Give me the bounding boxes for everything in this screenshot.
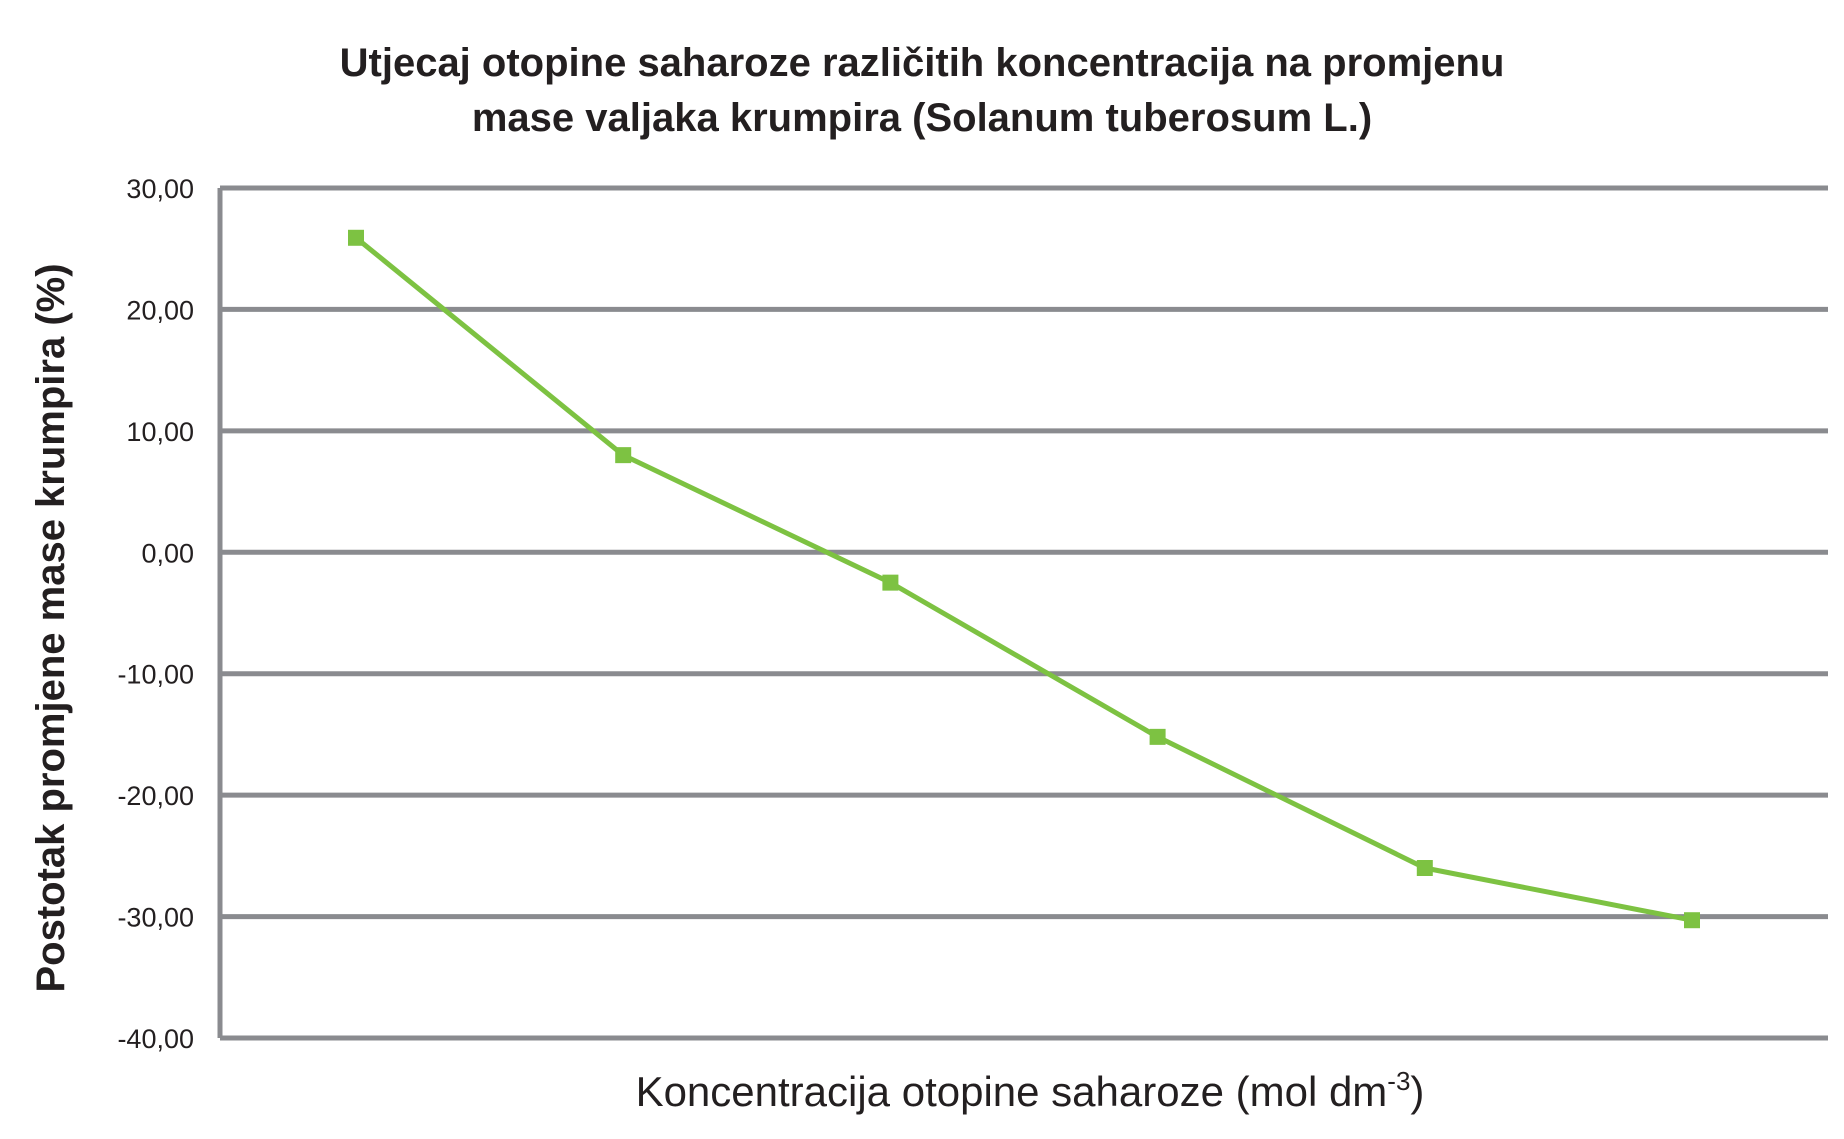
x-axis-title: Koncentracija otopine saharoze (mol dm-3… — [636, 1066, 1425, 1115]
x-axis-title-suffix: ) — [1410, 1068, 1424, 1115]
y-axis-title: Postotak promjene mase krumpira (%) — [29, 263, 73, 992]
data-markers — [348, 229, 1700, 929]
y-tick-label: 0,00 — [141, 538, 194, 568]
chart-title-line-2: mase valjaka krumpira (Solanum tuberosum… — [472, 96, 1372, 140]
data-point-marker — [1149, 728, 1166, 745]
y-tick-label: -40,00 — [117, 1024, 194, 1054]
series-line — [354, 235, 1693, 923]
data-point-marker — [348, 229, 364, 246]
chart-title-line-1: Utjecaj otopine saharoze različitih konc… — [340, 41, 1505, 85]
y-tick-label: -20,00 — [117, 781, 194, 811]
data-point-marker — [1416, 860, 1433, 876]
x-axis-title-main: Koncentracija otopine saharoze (mol dm — [636, 1068, 1388, 1115]
data-point-marker — [882, 574, 899, 591]
gridlines — [220, 185, 1828, 1041]
data-point-marker — [1684, 912, 1700, 929]
series-polyline — [354, 235, 1693, 923]
y-tick-label: -30,00 — [117, 903, 194, 933]
y-tick-label: 30,00 — [126, 174, 194, 204]
y-tick-label: 20,00 — [126, 295, 194, 325]
x-axis-title-superscript: -3 — [1387, 1066, 1410, 1096]
data-point-marker — [615, 447, 632, 464]
chart-title: Utjecaj otopine saharoze različitih konc… — [340, 41, 1505, 140]
y-tick-labels: 30,00 20,00 10,00 0,00 -10,00 -20,00 -30,00 -40… — [117, 174, 194, 1054]
y-tick-label: 10,00 — [126, 417, 194, 447]
y-tick-label: -10,00 — [117, 660, 194, 690]
